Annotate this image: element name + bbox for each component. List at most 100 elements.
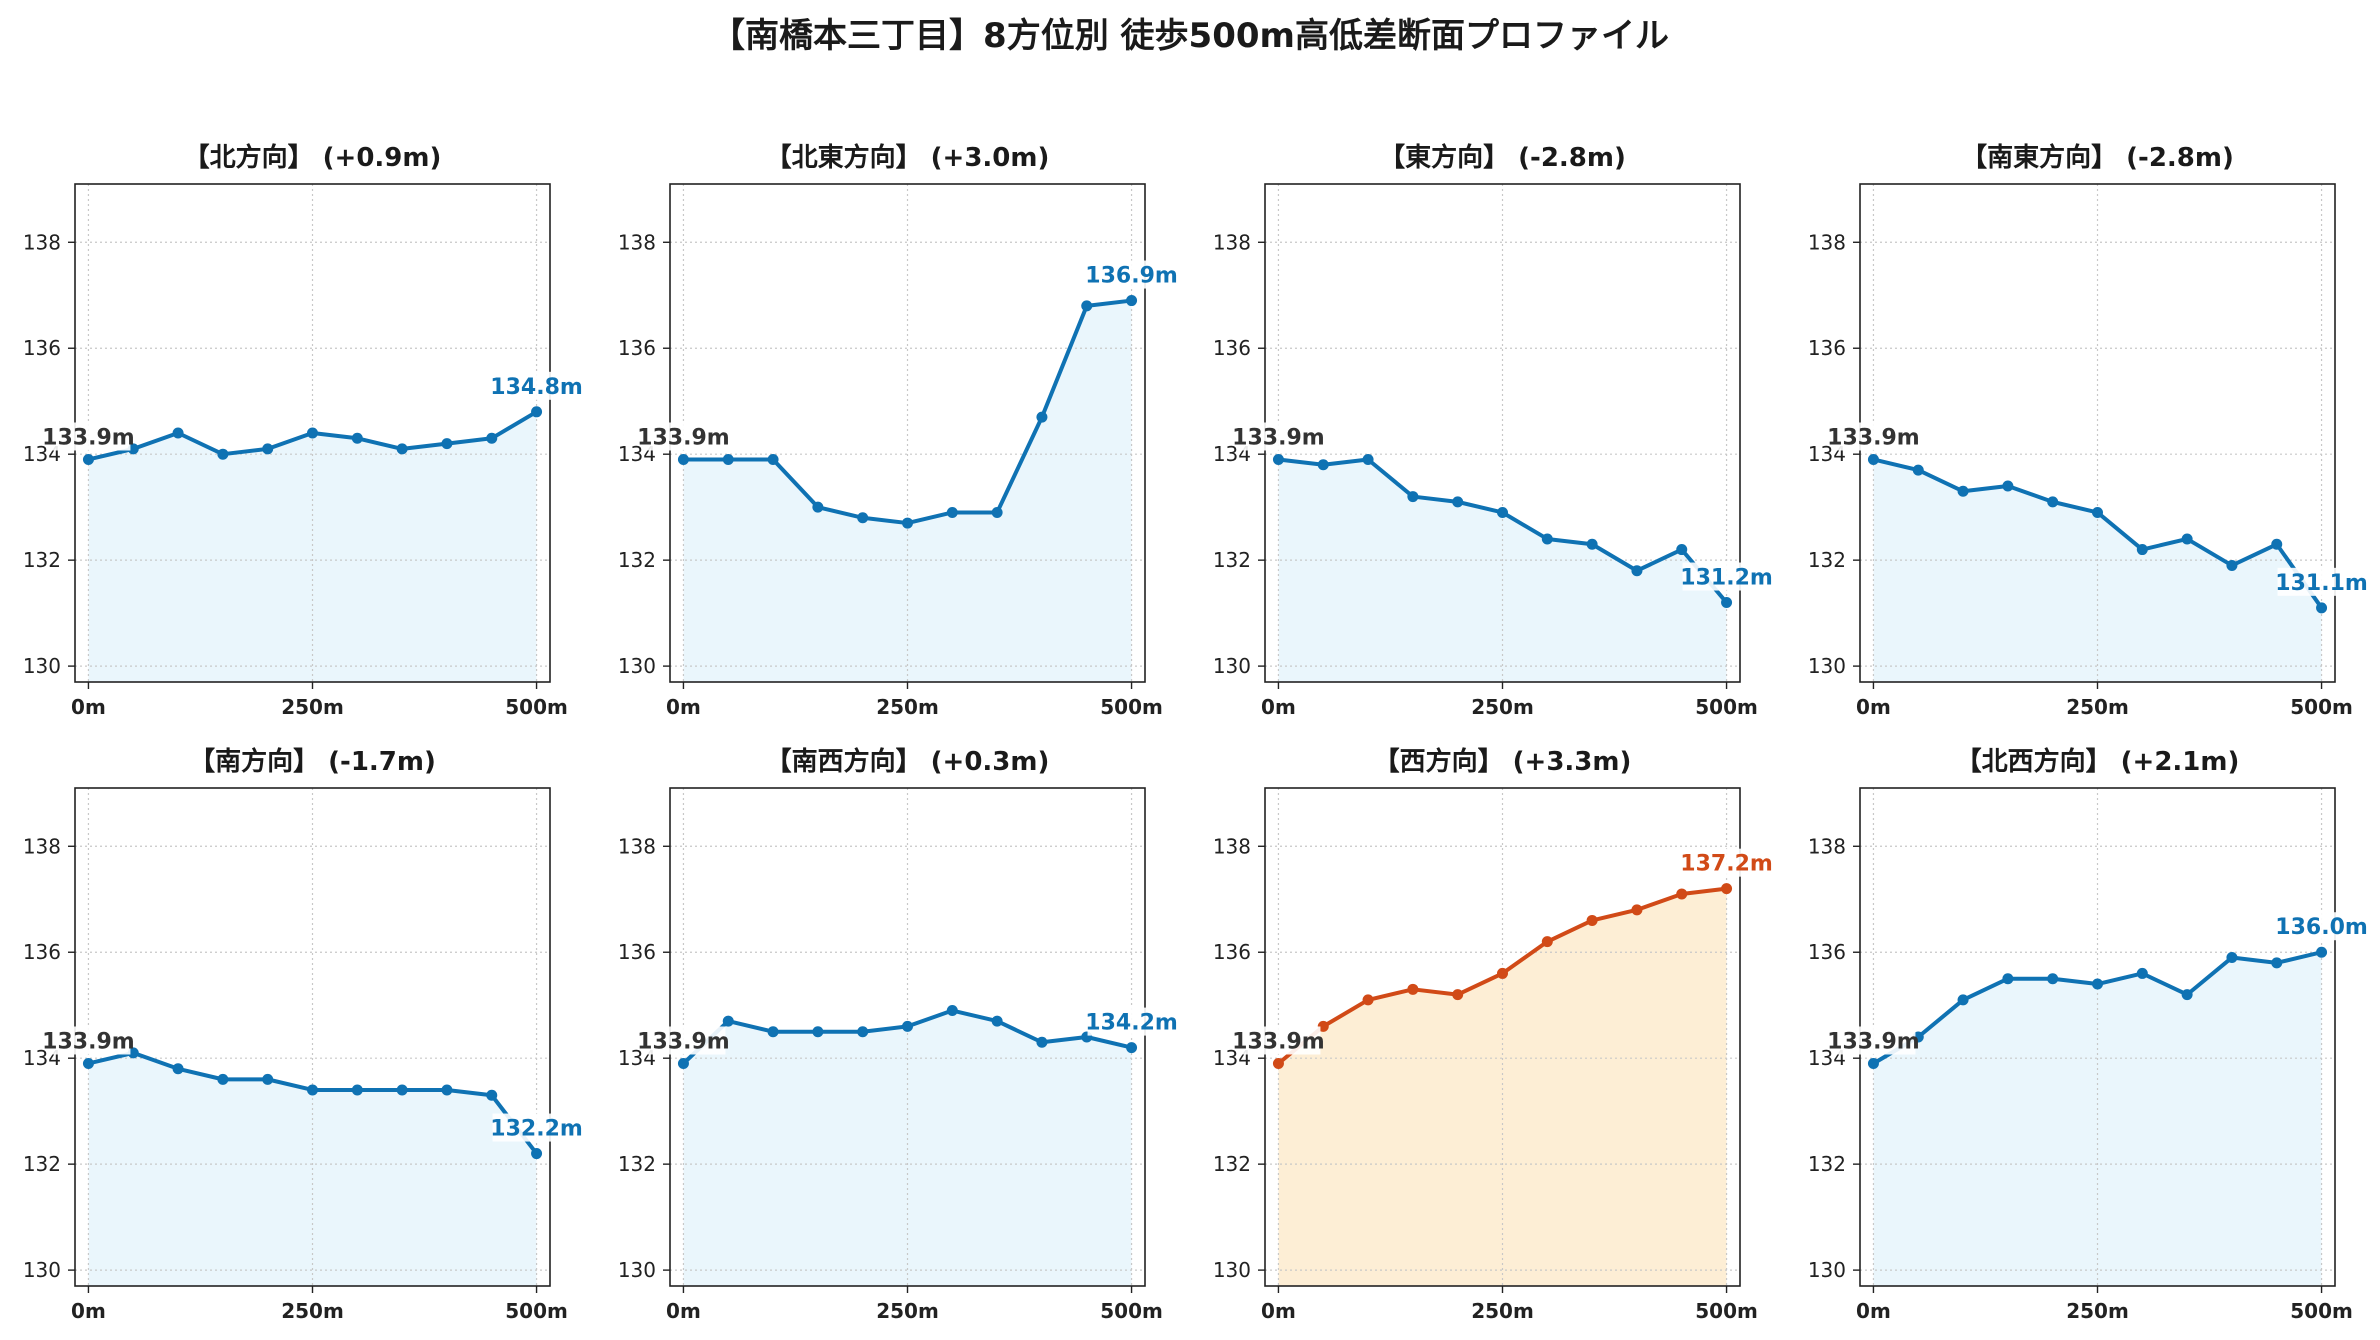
data-point [857, 1026, 869, 1038]
y-tick-label: 130 [1213, 654, 1251, 678]
x-tick-label: 0m [1856, 695, 1891, 719]
y-tick-label: 138 [1213, 230, 1251, 254]
data-point [172, 1063, 184, 1075]
data-point [2271, 538, 2283, 550]
data-point [902, 517, 913, 529]
data-point [1407, 491, 1419, 503]
x-tick-label: 500m [2290, 1299, 2353, 1323]
subplot-title: 【南方向】 (-1.7m) [189, 746, 436, 777]
data-point [1452, 989, 1464, 1001]
data-point [1541, 936, 1553, 948]
data-point [262, 1073, 274, 1085]
data-point [991, 1015, 1003, 1027]
y-tick-label: 132 [618, 548, 656, 572]
area-fill [1278, 888, 1727, 1286]
y-tick-label: 130 [23, 1258, 61, 1282]
end-label: 134.2m [1085, 1011, 1178, 1036]
data-point [2226, 952, 2238, 964]
data-point [1081, 300, 1093, 312]
data-point [1036, 411, 1048, 423]
y-tick-label: 138 [618, 230, 656, 254]
end-label: 131.1m [2275, 571, 2368, 596]
y-tick-label: 136 [618, 940, 656, 964]
x-tick-label: 500m [505, 1299, 568, 1323]
end-label: 136.0m [2275, 915, 2368, 940]
y-tick-label: 132 [1808, 548, 1846, 572]
area-fill [683, 300, 1132, 682]
y-tick-label: 136 [1213, 940, 1251, 964]
data-point [2136, 544, 2148, 556]
start-label-box [48, 1026, 131, 1055]
start-label-box [48, 422, 131, 451]
x-tick-label: 500m [1695, 695, 1758, 719]
data-point [1407, 983, 1419, 995]
x-tick-label: 0m [71, 1299, 106, 1323]
end-label: 137.2m [1680, 852, 1773, 877]
start-label-box [1833, 422, 1916, 451]
data-point [1867, 1057, 1879, 1069]
data-point [1721, 597, 1733, 609]
data-point [1912, 464, 1924, 476]
y-tick-label: 138 [618, 834, 656, 858]
data-point [812, 1026, 824, 1038]
y-tick-label: 138 [23, 834, 61, 858]
start-label: 133.9m [637, 425, 730, 450]
x-tick-label: 500m [2290, 695, 2353, 719]
y-tick-label: 136 [1213, 336, 1251, 360]
start-label-box [1238, 1026, 1321, 1055]
data-point [82, 453, 94, 465]
data-point [2181, 989, 2193, 1001]
data-point [396, 1084, 408, 1096]
data-point [2047, 496, 2059, 508]
y-tick-label: 138 [1213, 834, 1251, 858]
data-point [767, 453, 779, 465]
x-tick-label: 250m [2066, 695, 2129, 719]
y-tick-label: 132 [23, 1152, 61, 1176]
data-point [2002, 480, 2014, 492]
data-point [677, 453, 689, 465]
subplot-title: 【西方向】 (+3.3m) [1374, 746, 1632, 777]
data-point [486, 432, 498, 444]
main-title: 【南橋本三丁目】8方位別 徒歩500m高低差断面プロファイル [711, 16, 1669, 56]
data-point [1317, 459, 1329, 471]
y-tick-label: 138 [1808, 230, 1846, 254]
x-tick-label: 500m [1100, 695, 1163, 719]
start-label-box [1238, 422, 1321, 451]
end-label-box [1682, 562, 1769, 591]
data-point [2002, 973, 2014, 985]
data-point [351, 432, 363, 444]
data-point [1272, 1057, 1284, 1069]
data-point [677, 1057, 689, 1069]
y-tick-label: 136 [618, 336, 656, 360]
data-point [1912, 1031, 1924, 1043]
data-point [1631, 904, 1643, 916]
data-point [1036, 1036, 1048, 1048]
x-tick-label: 0m [1261, 1299, 1296, 1323]
data-point [991, 506, 1003, 518]
data-point [812, 501, 824, 513]
end-label-box [492, 1113, 579, 1142]
data-point [172, 427, 184, 439]
data-point [531, 1148, 543, 1160]
data-point [486, 1089, 498, 1101]
x-tick-label: 250m [1471, 695, 1534, 719]
x-tick-label: 250m [2066, 1299, 2129, 1323]
data-point [2136, 967, 2148, 979]
subplot-title: 【北東方向】 (+3.0m) [766, 142, 1050, 173]
data-point [1631, 565, 1643, 577]
y-tick-label: 130 [1213, 1258, 1251, 1282]
data-point [82, 1057, 94, 1069]
end-label: 132.2m [490, 1117, 583, 1142]
end-label-box [492, 371, 579, 400]
data-point [946, 506, 958, 518]
x-tick-label: 0m [666, 1299, 701, 1323]
data-point [946, 1005, 958, 1017]
x-tick-label: 0m [71, 695, 106, 719]
x-tick-label: 500m [505, 695, 568, 719]
data-point [351, 1084, 363, 1096]
y-tick-label: 130 [1808, 1258, 1846, 1282]
data-point [217, 1073, 229, 1085]
